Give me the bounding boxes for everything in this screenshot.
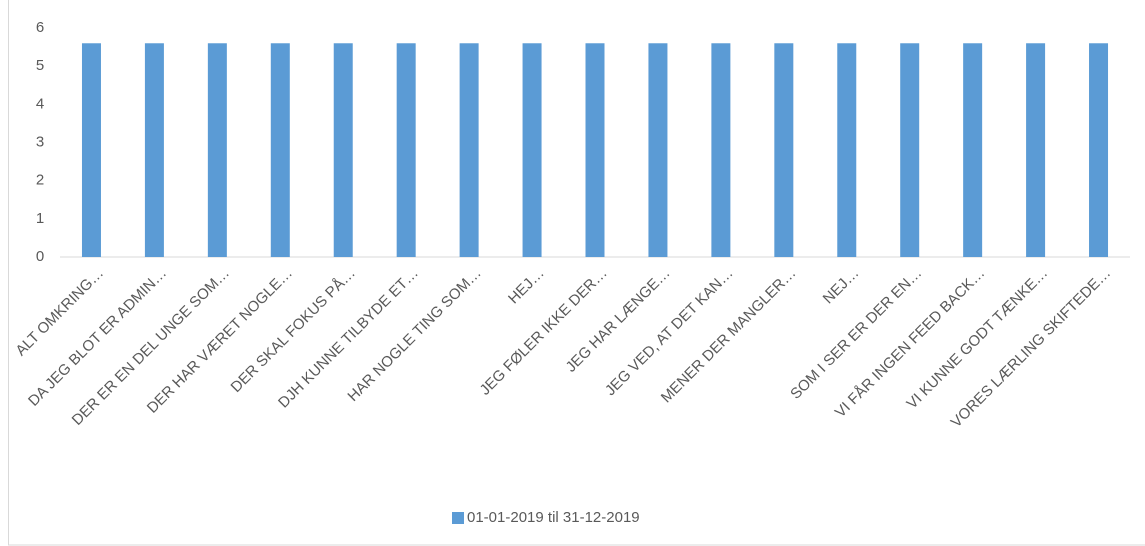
bar: [81, 43, 101, 258]
x-tick-label: MENER DER MANGLER…: [658, 265, 800, 407]
y-tick-label: 4: [36, 95, 44, 112]
bar: [207, 43, 227, 258]
y-tick-label: 2: [36, 172, 44, 189]
bar: [1089, 43, 1109, 258]
bar: [585, 43, 605, 258]
x-tick-label: SOM I SER ER DER EN…: [787, 265, 925, 403]
legend-label: 01-01-2019 til 31-12-2019: [467, 509, 640, 526]
bar: [837, 43, 857, 258]
bar: [900, 43, 920, 258]
x-tick-label: NEJ…: [820, 265, 863, 308]
x-tick-label: HEJ…: [505, 265, 548, 308]
bar: [270, 43, 290, 258]
bar: [333, 43, 353, 258]
x-tick-label: JEG FØLER IKKE DER…: [477, 265, 611, 399]
y-tick-label: 5: [36, 57, 44, 74]
y-tick-label: 0: [36, 248, 44, 265]
y-tick-label: 3: [36, 133, 44, 150]
y-tick-label: 1: [36, 210, 44, 227]
bar: [711, 43, 731, 258]
bar: [963, 43, 983, 258]
x-tick-label: JEG VED, AT DET KAN…: [602, 265, 737, 400]
x-tick-label: HAR NOGLE TING SOM…: [344, 265, 484, 405]
bar: [396, 43, 416, 258]
bar: [648, 43, 668, 258]
x-tick-label: JEG HAR LÆNGE…: [563, 265, 674, 376]
chart-border: [8, 0, 1145, 546]
bar: [459, 43, 479, 258]
bar: [774, 43, 794, 258]
bar: [1026, 43, 1046, 258]
bar: [144, 43, 164, 258]
bar: [522, 43, 542, 258]
legend-swatch: [452, 512, 464, 524]
x-tick-label: DER SKAL FOKUS PÅ…: [228, 265, 359, 396]
y-tick-label: 6: [36, 19, 44, 36]
